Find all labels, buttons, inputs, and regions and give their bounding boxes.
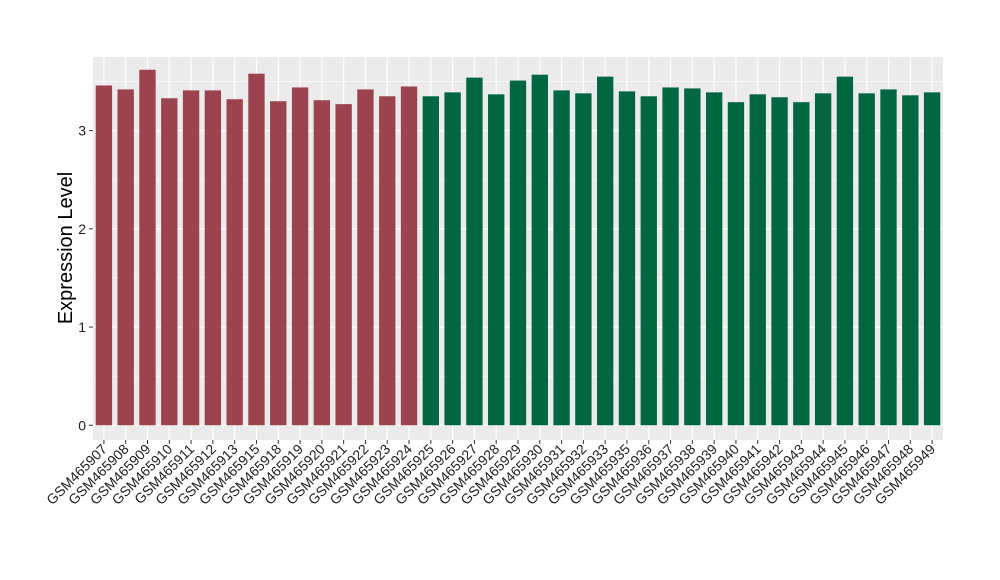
bar-GSM465948	[902, 95, 919, 426]
bars-group	[95, 69, 941, 426]
bar-GSM465908	[117, 89, 134, 426]
bar-GSM465932	[575, 93, 592, 426]
bar-GSM465924	[400, 86, 418, 426]
bar-GSM465928	[488, 94, 505, 426]
x-axis: GSM465907GSM465908GSM465909GSM465910GSM4…	[43, 440, 938, 508]
bar-GSM465939	[705, 92, 723, 426]
bar-GSM465915	[248, 73, 265, 426]
bar-GSM465941	[749, 94, 766, 426]
bar-GSM465920	[313, 100, 331, 426]
bar-GSM465913	[226, 99, 243, 426]
bar-GSM465909	[139, 69, 156, 426]
y-axis: 0 1 2 3	[78, 123, 93, 433]
bar-GSM465930	[531, 74, 548, 426]
bar-GSM465929	[509, 80, 527, 426]
y-tick-label: 0	[78, 417, 86, 433]
bar-GSM465931	[553, 90, 570, 426]
bar-GSM465911	[182, 90, 200, 426]
bar-GSM465910	[161, 98, 178, 426]
bar-GSM465907	[95, 85, 113, 426]
bar-GSM465925	[422, 96, 439, 426]
bar-GSM465926	[444, 92, 461, 426]
bar-GSM465912	[204, 90, 222, 426]
bar-GSM465919	[291, 87, 309, 426]
bar-GSM465933	[597, 76, 614, 426]
bar-GSM465946	[858, 93, 875, 426]
y-tick-label: 3	[78, 123, 86, 139]
y-tick-label: 2	[78, 221, 86, 237]
bar-GSM465936	[640, 96, 657, 426]
bar-GSM465945	[836, 76, 854, 426]
bar-GSM465938	[684, 88, 701, 426]
bar-GSM465947	[880, 89, 897, 426]
bar-GSM465937	[662, 87, 679, 426]
bar-GSM465940	[727, 102, 745, 426]
bar-GSM465942	[771, 97, 788, 426]
y-axis-title: Expression Level	[55, 172, 77, 324]
bar-GSM465949	[923, 92, 941, 426]
bar-GSM465918	[270, 101, 287, 426]
y-tick-label: 1	[78, 319, 86, 335]
bar-GSM465922	[357, 89, 374, 426]
bar-GSM465935	[618, 91, 636, 426]
bar-GSM465921	[335, 104, 352, 426]
bar-GSM465943	[793, 102, 810, 426]
bar-GSM465944	[814, 93, 832, 426]
bar-GSM465927	[466, 77, 483, 426]
bar-GSM465923	[379, 96, 396, 426]
